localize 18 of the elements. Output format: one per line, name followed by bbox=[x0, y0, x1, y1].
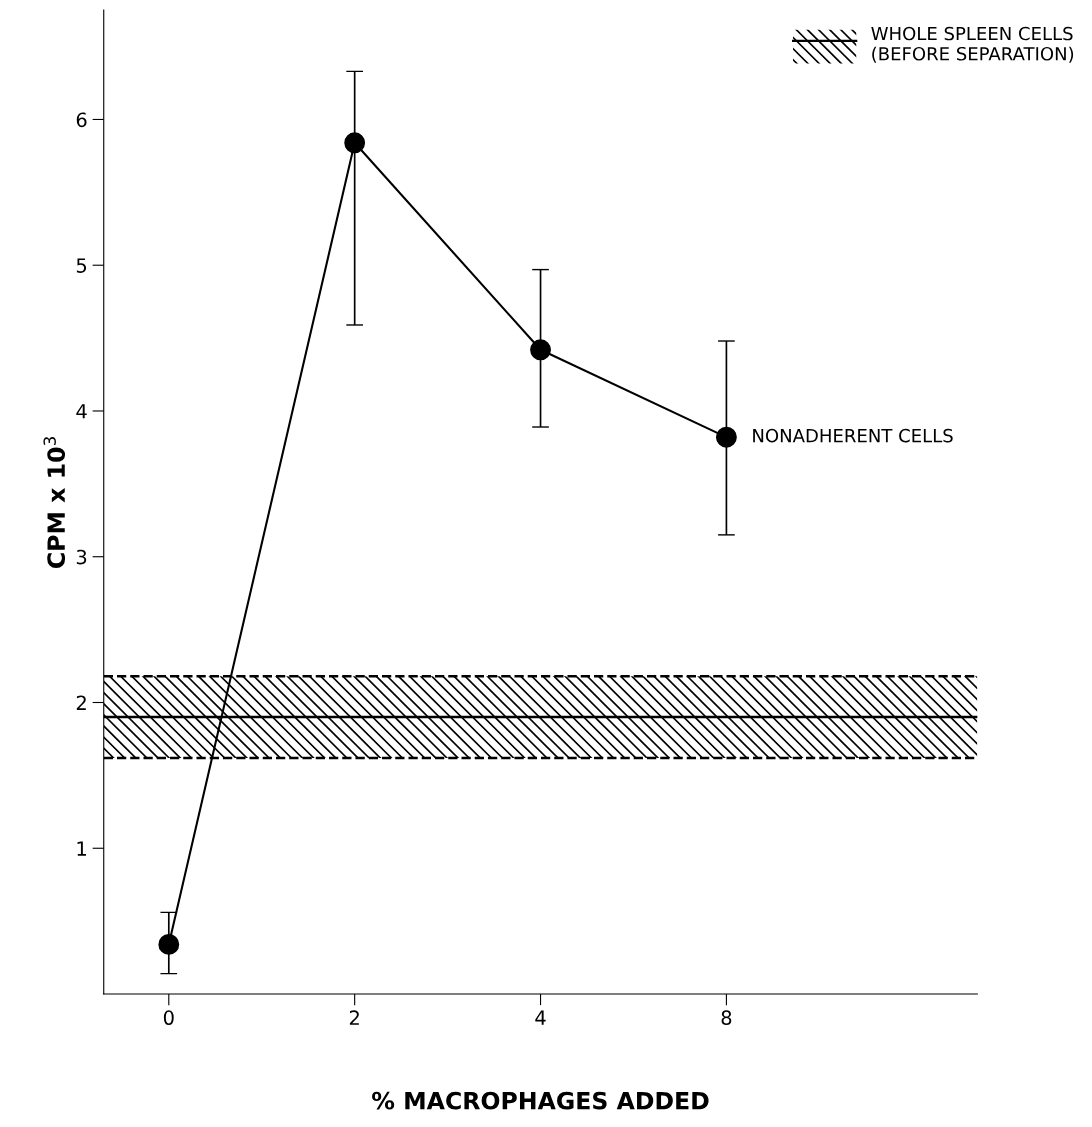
y-tick-label: 6 bbox=[76, 112, 87, 128]
y-axis-title: CPM x 10$^{3}$ bbox=[43, 437, 66, 568]
x-axis-title: % MACROPHAGES ADDED bbox=[372, 1091, 709, 1110]
legend-label: WHOLE SPLEEN CELLS (BEFORE SEPARATION) bbox=[871, 26, 1074, 63]
point bbox=[344, 132, 366, 154]
y-tick-label: 4 bbox=[76, 404, 87, 419]
point bbox=[715, 426, 737, 448]
point bbox=[530, 339, 551, 361]
x-tick-label: 0 bbox=[163, 1010, 174, 1026]
y-tick-label: 5 bbox=[76, 258, 87, 273]
y-tick-label: 3 bbox=[76, 549, 87, 565]
y-tick-label: 1 bbox=[77, 841, 86, 856]
series-label: NONADHERENT CELLS bbox=[753, 428, 953, 443]
x-tick-label: 4 bbox=[535, 1010, 546, 1025]
x-tick-label: 8 bbox=[721, 1010, 732, 1026]
y-tick-label: 2 bbox=[76, 695, 86, 710]
x-tick-label: 2 bbox=[349, 1010, 359, 1025]
point bbox=[158, 934, 180, 955]
